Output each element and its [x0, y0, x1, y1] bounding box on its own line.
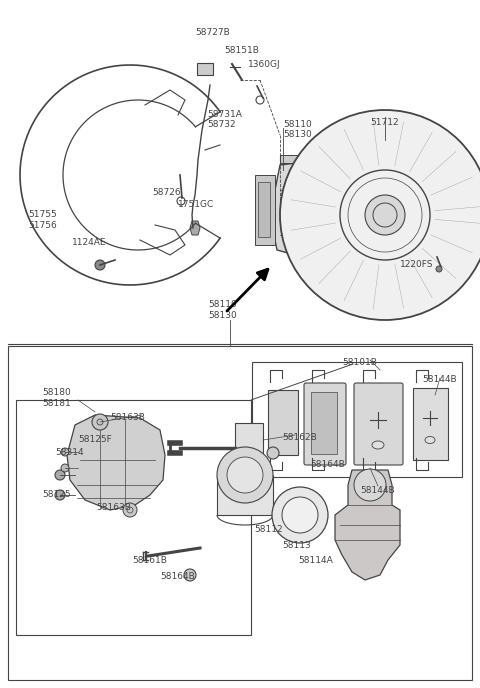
Ellipse shape: [372, 441, 384, 449]
Circle shape: [280, 110, 480, 320]
Text: 58110: 58110: [283, 120, 312, 129]
FancyBboxPatch shape: [413, 208, 423, 222]
FancyBboxPatch shape: [390, 239, 400, 253]
Circle shape: [95, 260, 105, 270]
Polygon shape: [335, 470, 400, 580]
Text: 58731A: 58731A: [207, 110, 242, 119]
Circle shape: [55, 470, 65, 480]
Bar: [258, 182, 270, 237]
FancyBboxPatch shape: [304, 383, 346, 465]
FancyBboxPatch shape: [353, 189, 363, 202]
Text: 58162B: 58162B: [282, 433, 317, 442]
Polygon shape: [190, 221, 200, 235]
Circle shape: [354, 469, 386, 501]
Bar: [252, 362, 462, 477]
FancyBboxPatch shape: [390, 177, 400, 191]
Text: 51712: 51712: [370, 118, 398, 127]
Text: 58114A: 58114A: [298, 556, 333, 565]
Bar: [16, 400, 251, 635]
Text: 58314: 58314: [55, 448, 84, 457]
Circle shape: [267, 447, 279, 459]
Text: 51756: 51756: [28, 221, 57, 230]
Bar: [311, 392, 337, 454]
Bar: [235, 423, 263, 473]
Bar: [197, 63, 213, 75]
Text: 58130: 58130: [283, 130, 312, 139]
Circle shape: [436, 266, 442, 272]
FancyBboxPatch shape: [353, 228, 363, 241]
Text: 1124AE: 1124AE: [72, 238, 107, 247]
Circle shape: [300, 175, 310, 185]
Text: 58144B: 58144B: [422, 375, 456, 384]
Circle shape: [227, 457, 263, 493]
Text: 51755: 51755: [28, 210, 57, 219]
Text: 58110: 58110: [208, 300, 237, 309]
Circle shape: [217, 447, 273, 503]
Text: 58130: 58130: [208, 311, 237, 320]
Circle shape: [55, 490, 65, 500]
Circle shape: [61, 464, 69, 472]
Text: 58151B: 58151B: [224, 46, 259, 55]
Bar: [413, 388, 448, 460]
Circle shape: [92, 414, 108, 430]
Text: 58180: 58180: [42, 388, 71, 397]
Polygon shape: [273, 162, 323, 255]
Text: 58163B: 58163B: [110, 413, 145, 422]
Ellipse shape: [425, 436, 435, 444]
Polygon shape: [67, 415, 165, 510]
Text: 58112: 58112: [254, 525, 283, 534]
Text: 58727B: 58727B: [195, 28, 230, 37]
Text: 58113: 58113: [282, 541, 311, 550]
Circle shape: [123, 503, 137, 517]
Text: 58181: 58181: [42, 399, 71, 408]
Text: 58726: 58726: [152, 188, 180, 197]
Text: 58144B: 58144B: [360, 486, 395, 495]
FancyBboxPatch shape: [354, 383, 403, 465]
Text: 58164B: 58164B: [310, 460, 345, 469]
Bar: [8, 346, 472, 680]
Text: 1220FS: 1220FS: [400, 260, 433, 269]
Circle shape: [282, 497, 318, 533]
Circle shape: [61, 448, 69, 456]
Text: 58101B: 58101B: [342, 358, 377, 367]
Text: 58163B: 58163B: [96, 503, 131, 512]
Text: 1360GJ: 1360GJ: [248, 60, 281, 69]
Bar: [280, 155, 320, 163]
Text: 58161B: 58161B: [132, 556, 167, 565]
Bar: [268, 390, 298, 455]
Bar: [217, 475, 273, 515]
Text: 58125F: 58125F: [78, 435, 112, 444]
Bar: [255, 175, 275, 245]
Text: 58732: 58732: [207, 120, 236, 129]
Circle shape: [184, 569, 196, 581]
Text: 1751GC: 1751GC: [178, 200, 214, 209]
Circle shape: [365, 195, 405, 235]
Text: 58125: 58125: [42, 490, 71, 499]
Text: 58164B: 58164B: [160, 572, 195, 581]
Circle shape: [272, 487, 328, 543]
